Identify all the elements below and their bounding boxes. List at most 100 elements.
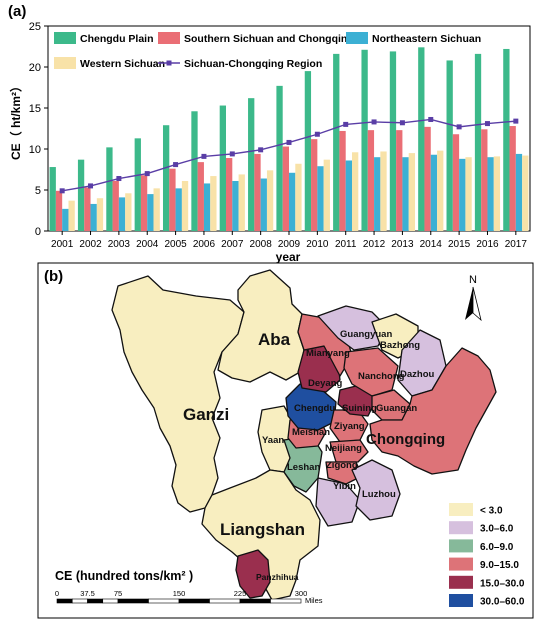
line-point xyxy=(314,131,320,137)
x-tick-label: 2011 xyxy=(335,239,357,250)
line-point xyxy=(258,147,264,153)
map-legend-label: < 3.0 xyxy=(480,506,503,517)
bar-chengdu-plain xyxy=(134,138,141,231)
x-tick-label: 2016 xyxy=(476,239,499,250)
map-legend-label: 9.0–15.0 xyxy=(480,560,519,571)
bar-northeastern-sichuan xyxy=(487,157,494,231)
map-legend-swatch xyxy=(449,575,473,589)
bar-southern-sichuan-and-chongqing xyxy=(84,187,91,231)
line-point xyxy=(286,139,292,145)
scale-bar-segment xyxy=(71,598,88,604)
legend-label: Northeastern Sichuan xyxy=(372,33,481,45)
legend-swatch xyxy=(158,32,180,44)
bars xyxy=(49,47,529,232)
bar-northeastern-sichuan xyxy=(232,180,239,231)
scale-bar-segment xyxy=(270,598,302,604)
scale-bar-segment xyxy=(102,598,119,604)
line-point xyxy=(88,183,94,189)
bar-chengdu-plain xyxy=(106,147,113,231)
bar-western-sichuan xyxy=(437,150,444,231)
legend-label: Chengdu Plain xyxy=(80,33,154,45)
x-tick-label: 2001 xyxy=(51,239,74,250)
line-point xyxy=(173,162,179,168)
label-liangshan: Liangshan xyxy=(220,520,305,539)
north-label: N xyxy=(469,274,477,286)
x-tick-label: 2013 xyxy=(391,239,414,250)
label-yibin: Yibin xyxy=(333,481,356,492)
bar-western-sichuan xyxy=(352,152,359,231)
line-point xyxy=(399,120,405,126)
bar-chengdu-plain xyxy=(446,60,453,231)
x-tick-label: 2007 xyxy=(221,239,244,250)
map-legend-label: 30.0–60.0 xyxy=(480,597,525,608)
bar-chengdu-plain xyxy=(276,85,283,231)
bar-southern-sichuan-and-chongqing xyxy=(225,158,233,231)
series-line xyxy=(59,116,519,194)
legend-swatch xyxy=(346,32,368,44)
label-dazhou: Dazhou xyxy=(400,369,435,380)
map-legend-label: 15.0–30.0 xyxy=(480,578,525,589)
bar-southern-sichuan-and-chongqing xyxy=(424,126,431,231)
x-tick-label: 2002 xyxy=(79,239,102,250)
bar-western-sichuan xyxy=(465,157,472,231)
map-legend-swatch xyxy=(449,539,473,553)
bar-northeastern-sichuan xyxy=(402,157,409,231)
map-legend: < 3.0 3.0–6.0 6.0–9.0 9.0–15.0 15.0–30.0 30.0… xyxy=(449,503,525,608)
y-axis: 0 5 10 15 20 25 xyxy=(29,21,48,238)
label-yaan: Yaan xyxy=(262,435,284,446)
bar-chengdu-plain xyxy=(49,167,56,231)
x-tick-label: 2014 xyxy=(420,239,443,250)
map-legend-title: CE (hundred tons/km² ) xyxy=(55,569,193,583)
line-point xyxy=(144,171,150,177)
x-tick-label: 2005 xyxy=(164,239,187,250)
map-frame xyxy=(37,262,534,619)
label-zigong: Zigong xyxy=(326,460,358,471)
bar-western-sichuan xyxy=(68,200,75,231)
bar-southern-sichuan-and-chongqing xyxy=(396,130,403,231)
bar-southern-sichuan-and-chongqing xyxy=(481,129,488,231)
bar-chengdu-plain xyxy=(389,51,397,231)
bar-western-sichuan xyxy=(125,193,132,231)
label-nanchong: Nanchong xyxy=(358,371,405,382)
y-tick-label: 0 xyxy=(35,226,41,238)
bar-southern-sichuan-and-chongqing xyxy=(367,130,375,231)
scale-bar-label: 225 xyxy=(234,589,247,598)
bar-western-sichuan xyxy=(181,180,189,231)
panel-a-label: (a) xyxy=(8,3,26,20)
bar-western-sichuan xyxy=(266,170,274,231)
bar-chengdu-plain xyxy=(162,125,170,231)
bar-chengdu-plain xyxy=(333,53,340,231)
bar-western-sichuan xyxy=(295,163,302,231)
bar-northeastern-sichuan xyxy=(289,172,296,231)
bar-southern-sichuan-and-chongqing xyxy=(509,126,516,231)
label-neijiang: Neijiang xyxy=(325,443,362,454)
label-chongqing: Chongqing xyxy=(366,431,445,448)
line-point xyxy=(456,124,462,130)
bar-chengdu-plain xyxy=(191,111,198,231)
bar-northeastern-sichuan xyxy=(374,157,381,231)
x-tick-label: 2010 xyxy=(306,239,329,250)
bar-western-sichuan xyxy=(408,153,416,231)
scale-bar-segment xyxy=(56,598,73,604)
x-axis: 2001 2002 2003 2004 2005 2006 2007 2008 2009 2010… xyxy=(51,231,527,250)
scale-bar-segment xyxy=(148,598,180,604)
y-tick-label: 20 xyxy=(29,62,41,74)
x-tick-label: 2006 xyxy=(193,239,216,250)
line-point xyxy=(428,116,434,122)
bar-southern-sichuan-and-chongqing xyxy=(254,153,261,231)
y-axis-label: CE（ ht/km²） xyxy=(8,80,23,160)
bar-western-sichuan xyxy=(238,174,245,231)
bar-western-sichuan xyxy=(323,159,330,231)
bar-northeastern-sichuan xyxy=(175,188,182,231)
bar-chengdu-plain xyxy=(474,53,482,231)
legend-line-marker xyxy=(166,60,172,66)
y-tick-label: 5 xyxy=(35,185,41,197)
map-legend-label: 6.0–9.0 xyxy=(480,542,514,553)
bar-northeastern-sichuan xyxy=(203,183,211,231)
scale-bar-segment xyxy=(117,598,149,604)
bar-western-sichuan xyxy=(522,155,529,231)
bar-southern-sichuan-and-chongqing xyxy=(169,168,176,231)
x-tick-label: 2015 xyxy=(448,239,471,250)
panel-b: (b) xyxy=(37,262,534,619)
bar-southern-sichuan-and-chongqing xyxy=(55,190,63,231)
